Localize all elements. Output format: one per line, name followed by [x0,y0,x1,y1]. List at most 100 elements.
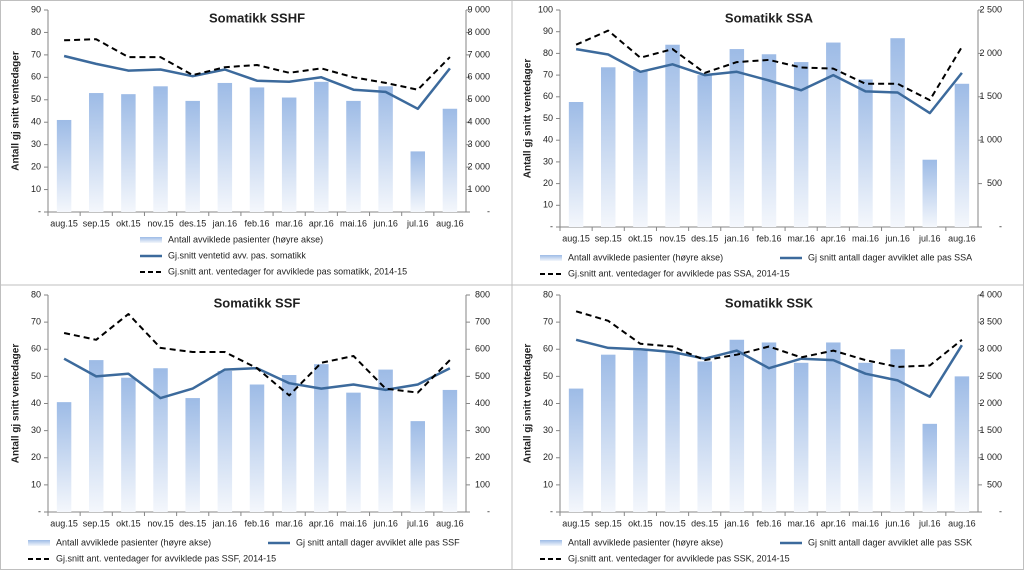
x-tick-label: jan.16 [724,518,750,528]
x-tick-label: jul.16 [406,218,429,228]
y-tick-label: 10 [31,479,41,489]
legend-swatch [540,255,562,261]
y-tick-label: 70 [543,317,553,327]
bar [153,368,168,512]
bar [314,81,329,212]
y-tick-label: 70 [31,49,41,59]
x-tick-label: sep.15 [83,518,110,528]
x-tick-label: okt.15 [628,233,653,243]
legend-item: Antall avviklede pasienter (høyre akse) [568,252,723,262]
y-tick-label: 40 [543,398,553,408]
bar [793,362,809,512]
y2-tick-label: - [999,506,1002,516]
bar [121,94,136,212]
legend-item: Antall avviklede pasienter (høyre akse) [568,537,723,547]
bar [697,75,712,227]
x-tick-label: okt.15 [116,518,141,528]
y-tick-label: - [550,506,553,516]
x-tick-label: mai.16 [852,518,879,528]
y-axis-label: Antall gj snitt ventedager [523,344,534,464]
bar [442,108,458,212]
y2-tick-label: 9 000 [467,4,490,14]
y2-tick-label: 2 500 [979,4,1002,14]
y2-tick-label: 2 500 [979,371,1002,381]
y2-tick-label: 500 [475,371,490,381]
y-tick-label: 10 [543,479,553,489]
bar [600,67,616,228]
y2-tick-label: 4 000 [467,117,490,127]
x-tick-label: mar.16 [275,518,303,528]
line [63,313,451,397]
y2-tick-label: 7 000 [467,49,490,59]
bar [761,54,777,227]
y2-tick-label: 3 500 [979,317,1002,327]
x-tick-label: sep.15 [83,218,110,228]
y-tick-label: 50 [31,371,41,381]
y-tick-label: 50 [543,371,553,381]
bar [249,384,265,512]
bar [410,151,426,212]
x-tick-label: jan.16 [212,518,238,528]
line [575,47,963,115]
bar [56,402,72,512]
y2-tick-label: 100 [475,479,490,489]
legend-item: Antall avviklede pasienter (høyre akse) [168,234,323,244]
y-axis-label: Antall gj snitt ventedager [11,344,22,464]
line [575,310,963,368]
x-tick-label: jan.16 [724,233,750,243]
y-tick-label: 60 [31,72,41,82]
x-tick-label: mar.16 [787,233,815,243]
legend-item: Gj.snitt ant. ventedager for avviklede p… [56,553,276,563]
y2-tick-label: 1 000 [467,184,490,194]
bar [121,377,136,512]
bar [890,349,905,512]
line [575,338,963,398]
y2-tick-label: 6 000 [467,72,490,82]
y2-tick-label: 600 [475,344,490,354]
bar [568,102,584,227]
y2-tick-label: 5 000 [467,94,490,104]
x-tick-label: des.15 [691,518,718,528]
y-tick-label: - [550,221,553,231]
legend-swatch [540,540,562,546]
x-tick-label: jul.16 [406,518,429,528]
y2-tick-label: 1 500 [979,91,1002,101]
y-tick-label: 30 [543,156,553,166]
bar [378,369,393,512]
legend-item: Gj.snitt ant. ventedager for avviklede p… [168,266,407,276]
bar [826,342,841,512]
x-tick-label: feb.16 [244,218,269,228]
x-tick-label: aug.16 [436,218,464,228]
x-tick-label: mai.16 [340,518,367,528]
bar [281,375,297,512]
y2-tick-label: 200 [475,452,490,462]
x-tick-label: feb.16 [244,518,269,528]
y-tick-label: - [38,206,41,216]
bar [729,49,745,228]
x-tick-label: nov.15 [147,518,173,528]
x-tick-label: aug.15 [562,233,590,243]
bar [761,342,777,512]
x-tick-label: apr.16 [821,233,846,243]
y-tick-label: 50 [31,94,41,104]
bar [922,423,938,512]
y-tick-label: 20 [31,452,41,462]
chart-title: Somatikk SSF [214,295,301,310]
x-tick-label: aug.16 [948,518,976,528]
y2-tick-label: 500 [987,178,1002,188]
x-tick-label: mar.16 [787,518,815,528]
x-tick-label: nov.15 [659,233,685,243]
x-tick-label: nov.15 [659,518,685,528]
y-tick-label: 40 [31,117,41,127]
bar [600,354,616,512]
y-tick-label: 30 [31,425,41,435]
x-tick-label: des.15 [179,518,206,528]
y-tick-label: 60 [31,344,41,354]
bar [665,351,680,512]
line [63,54,451,111]
x-tick-label: feb.16 [756,233,781,243]
bar [88,93,104,212]
y-tick-label: 70 [543,69,553,79]
y2-tick-label: 1 000 [979,135,1002,145]
